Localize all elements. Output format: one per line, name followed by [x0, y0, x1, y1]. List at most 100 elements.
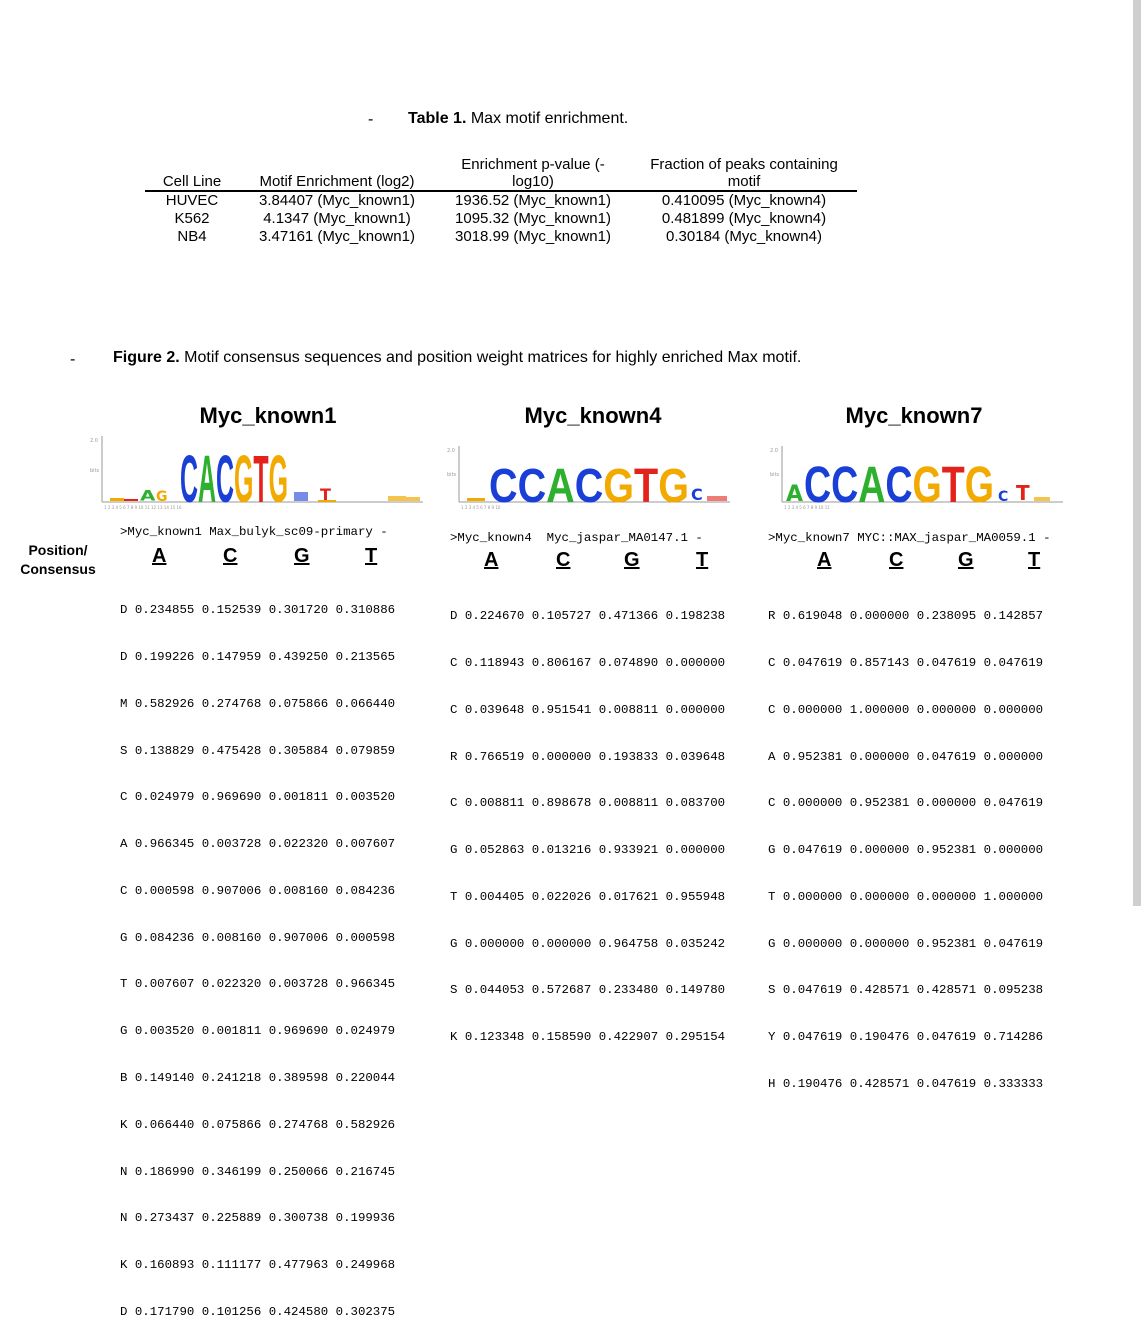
table-row: HUVEC 3.84407 (Myc_known1) 1936.52 (Myc_…	[145, 191, 857, 210]
pwm-row: C 0.000598 0.907006 0.008160 0.084236	[120, 883, 396, 898]
svg-text:bits: bits	[770, 472, 780, 478]
pwm-row: G 0.000000 0.000000 0.952381 0.047619	[768, 936, 1044, 951]
pwm-row: C 0.039648 0.951541 0.008811 0.000000	[450, 702, 726, 717]
pwm-row: N 0.273437 0.225889 0.300738 0.199936	[120, 1211, 396, 1226]
col-header-pvalue: Enrichment p-value (-log10)	[461, 156, 605, 190]
logo-letter: C	[691, 485, 703, 504]
figure-caption-label: Figure 2.	[113, 349, 180, 366]
pwm-row: S 0.047619 0.428571 0.428571 0.095238	[768, 983, 1044, 998]
pwm-row: C 0.000000 0.952381 0.000000 0.047619	[768, 796, 1044, 811]
cell-pvalue: 1936.52 (Myc_known1)	[455, 192, 611, 209]
cell-line: K562	[174, 210, 210, 227]
logo-letter: T	[320, 485, 331, 504]
cell-line: HUVEC	[165, 192, 219, 209]
logo-letter: A	[786, 482, 803, 507]
table-caption-text: Max motif enrichment.	[470, 110, 629, 127]
svg-text:bits: bits	[90, 468, 100, 474]
pwm-row: H 0.190476 0.428571 0.047619 0.333333	[768, 1077, 1044, 1091]
logo-letter: A	[140, 489, 156, 505]
pwm-row: T 0.004405 0.022026 0.017621 0.955948	[450, 889, 726, 904]
pwm-header-known4: >Myc_known4 Myc_jaspar_MA0147.1 -	[450, 531, 703, 545]
pwm-row: C 0.024979 0.969690 0.001811 0.003520	[120, 790, 396, 805]
pwm-row: A 0.966345 0.003728 0.022320 0.007607	[120, 837, 396, 852]
table-row: K562 4.1347 (Myc_known1) 1095.32 (Myc_kn…	[145, 210, 857, 228]
cell-enrichment: 3.47161 (Myc_known1)	[259, 228, 415, 245]
side-label-text: Position/ Consensus	[20, 542, 96, 577]
svg-text:2.0: 2.0	[770, 448, 778, 454]
table-caption: Table 1. Max motif enrichment.	[408, 110, 628, 128]
cell-fraction: 0.481899 (Myc_known4)	[661, 210, 827, 227]
motif-title-known4: Myc_known4	[524, 403, 662, 428]
pwm-matrix-known1: D 0.234855 0.152539 0.301720 0.310886 D …	[120, 572, 395, 1336]
pwm-row: G 0.003520 0.001811 0.969690 0.024979	[120, 1024, 396, 1039]
pwm-row: D 0.199226 0.147959 0.439250 0.213565	[120, 649, 396, 664]
motif-title-known7: Myc_known7	[845, 403, 983, 428]
pwm-row: D 0.171790 0.101256 0.424580 0.302375	[120, 1304, 396, 1319]
pwm-row: M 0.582926 0.274768 0.075866 0.066440	[120, 696, 396, 711]
pwm-row: N 0.186990 0.346199 0.250066 0.216745	[120, 1164, 396, 1179]
svg-text:1 2 3 4 5 6: 1 2 3 4 5 6 7 8 9 10	[461, 505, 501, 510]
base-header-a: A	[152, 545, 167, 567]
pwm-row: C 0.047619 0.857143 0.047619 0.047619	[768, 655, 1044, 670]
svg-text:1 2 3 4 5 6 7 8: 1 2 3 4 5 6 7 8 9 10 11 12 13 14 15 16	[104, 505, 182, 510]
pwm-row: R 0.766519 0.000000 0.193833 0.039648	[450, 749, 726, 764]
base-header-g: G	[624, 549, 640, 571]
base-header-c: C	[556, 549, 571, 571]
logo-letter: C	[998, 489, 1008, 505]
base-header-g: G	[958, 549, 974, 571]
position-consensus-label: Position/ Consensus	[8, 541, 108, 579]
base-header-c: C	[223, 545, 238, 567]
logo-letter: CACGTG	[180, 442, 288, 510]
base-header-t: T	[1028, 549, 1041, 571]
base-header-c: C	[889, 549, 904, 571]
pwm-row: A 0.952381 0.000000 0.047619 0.000000	[768, 749, 1044, 764]
svg-text:2.0: 2.0	[447, 448, 455, 454]
base-header-t: T	[365, 545, 378, 567]
svg-text:2.0: 2.0	[90, 438, 98, 444]
figure-caption-text: Motif consensus sequences and position w…	[184, 349, 802, 366]
pwm-row: Y 0.047619 0.190476 0.047619 0.714286	[768, 1030, 1044, 1045]
motif-title-known1: Myc_known1	[199, 403, 337, 428]
sequence-logo-known1: 2.0 bits A G CACGTG T 1 2 3 4 5 6 7 8 9 …	[90, 436, 423, 510]
figure-caption: Figure 2. Motif consensus sequences and …	[113, 349, 801, 367]
cell-enrichment: 4.1347 (Myc_known1)	[263, 210, 411, 227]
pwm-row: D 0.224670 0.105727 0.471366 0.198238	[450, 609, 726, 624]
pwm-matrix-known7: R 0.619048 0.000000 0.238095 0.142857 C …	[768, 578, 1043, 1108]
logo-letter: G	[156, 489, 168, 505]
pwm-row: S 0.138829 0.475428 0.305884 0.079859	[120, 743, 396, 758]
pwm-row: G 0.000000 0.000000 0.964758 0.035242	[450, 936, 726, 951]
pwm-row: K 0.066440 0.075866 0.274768 0.582926	[120, 1117, 396, 1132]
pwm-row: R 0.619048 0.000000 0.238095 0.142857	[768, 609, 1044, 624]
col-header-fraction: Fraction of peaks containing motif	[650, 156, 838, 190]
col-header-motif-enrichment: Motif Enrichment (log2)	[259, 173, 415, 190]
pwm-row: C 0.118943 0.806167 0.074890 0.000000	[450, 655, 726, 670]
pwm-row: K 0.123348 0.158590 0.422907 0.295154	[450, 1030, 726, 1045]
base-header-a: A	[817, 549, 832, 571]
svg-text:1 2 3 4 5 6: 1 2 3 4 5 6 7 8 9 10 11	[784, 505, 830, 510]
cell-pvalue: 1095.32 (Myc_known1)	[455, 210, 611, 227]
table-header-row: Cell Line Motif Enrichment (log2) Enrich…	[145, 156, 857, 191]
pwm-row: K 0.160893 0.111177 0.477963 0.249968	[120, 1258, 396, 1273]
pwm-matrix-known4: D 0.224670 0.105727 0.471366 0.198238 C …	[450, 578, 725, 1061]
logo-letter: T	[1016, 481, 1030, 505]
cell-pvalue: 3018.99 (Myc_known1)	[455, 228, 611, 245]
base-header-g: G	[294, 545, 310, 567]
pwm-row: S 0.044053 0.572687 0.233480 0.149780	[450, 983, 726, 998]
pwm-row: G 0.084236 0.008160 0.907006 0.000598	[120, 930, 396, 945]
col-header-cell-line: Cell Line	[162, 173, 222, 190]
pwm-header-known7: >Myc_known7 MYC::MAX_jaspar_MA0059.1 -	[768, 531, 1051, 545]
pwm-row: D 0.234855 0.152539 0.301720 0.310886	[120, 603, 396, 618]
pwm-row: G 0.047619 0.000000 0.952381 0.000000	[768, 843, 1044, 858]
pwm-header-known1: >Myc_known1 Max_bulyk_sc09-primary -	[120, 525, 388, 539]
right-scroll-edge	[1133, 0, 1141, 906]
pwm-row: B 0.149140 0.241218 0.389598 0.220044	[120, 1071, 396, 1085]
base-header-a: A	[484, 549, 499, 571]
pwm-row: T 0.000000 0.000000 0.000000 1.000000	[768, 889, 1044, 904]
pwm-row: T 0.007607 0.022320 0.003728 0.966345	[120, 977, 396, 992]
cell-line: NB4	[177, 228, 207, 245]
cell-fraction: 0.410095 (Myc_known4)	[661, 192, 827, 209]
